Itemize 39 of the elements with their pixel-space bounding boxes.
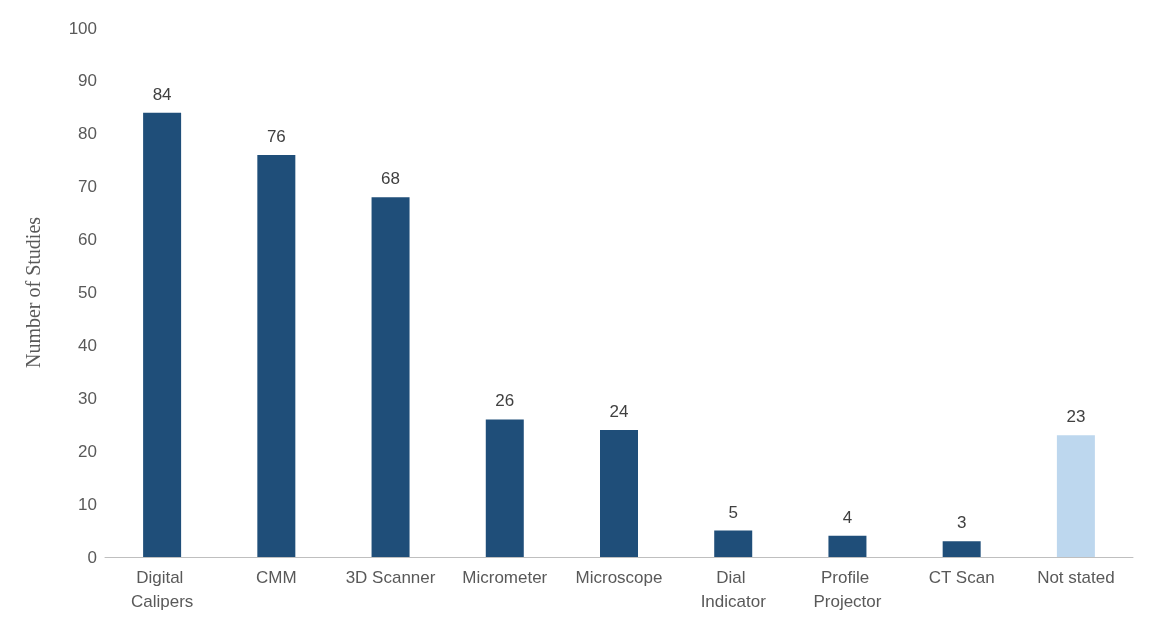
bar: [1056, 435, 1095, 557]
y-tick-label: 90: [78, 71, 97, 91]
y-tick-label: 0: [87, 547, 97, 567]
y-tick-label: 100: [68, 18, 97, 38]
data-label: 3: [956, 513, 967, 533]
data-label: 5: [728, 502, 738, 522]
data-label: 23: [1066, 407, 1086, 427]
data-label: 84: [152, 84, 172, 104]
bar: [143, 112, 182, 557]
y-axis-title: Number of Studies: [22, 216, 44, 369]
y-tick-label: 40: [78, 335, 97, 355]
y-tick-label: 30: [78, 388, 97, 408]
bar: [371, 197, 410, 557]
y-tick-label: 50: [78, 283, 97, 302]
data-label: 76: [266, 126, 286, 146]
x-tick-label: CMM: [256, 567, 297, 587]
bar: [257, 154, 296, 557]
bar: [600, 430, 638, 557]
x-tick-label: 3D Scanner: [345, 567, 436, 587]
x-tick-label: CT Scan: [928, 567, 995, 587]
bar: [485, 419, 524, 557]
bar: [714, 530, 753, 557]
data-label: 26: [495, 391, 515, 411]
data-label: 4: [842, 507, 853, 527]
bar: [828, 535, 867, 557]
data-label: 24: [609, 402, 629, 422]
data-label: 68: [381, 169, 401, 189]
x-tick-label: Micrometer: [462, 567, 548, 587]
x-tick-label: Profile Projector: [813, 567, 882, 611]
x-tick-label: Not stated: [1037, 567, 1115, 587]
x-tick-label: Dial Indicator: [700, 567, 767, 611]
y-tick-label: 20: [78, 441, 97, 461]
y-tick-label: 80: [78, 124, 97, 144]
y-tick-label: 60: [78, 230, 97, 250]
y-tick-label: 10: [78, 494, 97, 514]
bar: [942, 541, 981, 557]
x-tick-label: Digital Calipers: [130, 567, 194, 611]
x-tick-label: Microscope: [575, 567, 663, 587]
y-tick-label: 70: [78, 177, 97, 197]
